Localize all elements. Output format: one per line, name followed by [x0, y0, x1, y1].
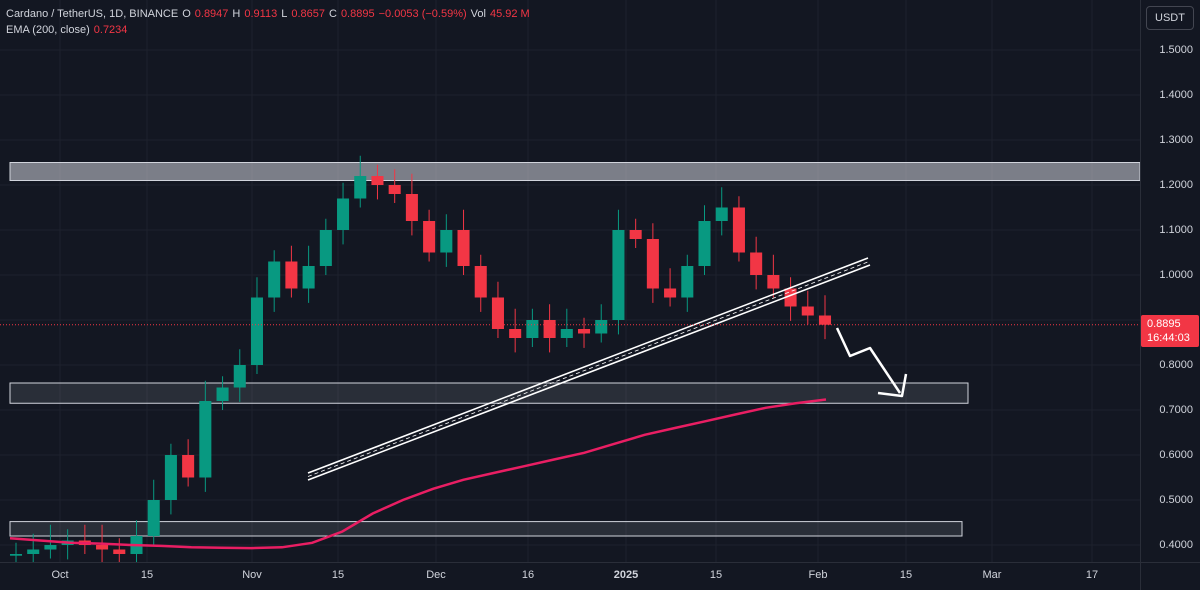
time-tick-label: 17 [1085, 569, 1099, 581]
last-price-value: 0.8895 [1147, 318, 1181, 330]
open-value: 0.8947 [194, 8, 229, 20]
candle-body [750, 252, 763, 275]
candle-body [354, 176, 367, 199]
time-tick-label: Nov [242, 569, 262, 581]
candle-body [526, 320, 539, 338]
low-label: L [281, 8, 288, 20]
candle-body [664, 288, 677, 298]
time-tick-label: Feb [808, 569, 828, 581]
symbol-title[interactable]: Cardano / TetherUS, 1D, BINANCE [6, 8, 179, 20]
time-tick-label: 15 [331, 569, 345, 581]
price-tick-label: 1.2000 [1159, 179, 1193, 191]
price-tick-label: 1.0000 [1159, 269, 1193, 281]
volume-value: 45.92 M [489, 8, 530, 20]
candle-body [319, 230, 332, 266]
candle-body [388, 185, 401, 194]
high-value: 0.9113 [244, 8, 278, 20]
candle-body [199, 401, 212, 478]
trendline-upper [307, 257, 869, 474]
candle-body [371, 176, 384, 185]
candle-body [801, 306, 814, 316]
price-chart[interactable] [0, 0, 1141, 569]
bar-countdown: 16:44:03 [1147, 332, 1190, 344]
open-label: O [182, 8, 191, 20]
price-tick-label: 0.7000 [1159, 404, 1193, 416]
time-axis[interactable]: Oct 15 Nov 15 Dec 16 2025 15 Feb 15 Mar 17 [0, 562, 1140, 590]
candle-body [543, 320, 556, 338]
candle-body [233, 365, 246, 388]
candle-body [44, 545, 57, 550]
ema-value: 0.7234 [93, 24, 128, 36]
currency-button[interactable]: USDT [1146, 6, 1194, 30]
candle-body [474, 266, 487, 298]
close-value: 0.8895 [340, 8, 375, 20]
candle-body [732, 207, 745, 253]
ema-label[interactable]: EMA (200, close) [6, 24, 90, 36]
axis-corner [1140, 562, 1200, 590]
candle-body [147, 500, 160, 536]
candle-body [491, 297, 504, 329]
time-tick-label: 2025 [613, 569, 639, 581]
time-tick-label: 15 [140, 569, 154, 581]
time-tick-label: 15 [899, 569, 913, 581]
candle-body [629, 230, 642, 239]
support-resistance-zone [9, 162, 1141, 181]
candle-body [698, 221, 711, 266]
candle-body [268, 261, 281, 298]
close-label: C [328, 8, 337, 20]
price-tick-label: 1.1000 [1159, 224, 1193, 236]
candle-body [509, 329, 522, 338]
candle-body [96, 545, 109, 550]
candle-body [285, 261, 298, 289]
price-tick-label: 0.4000 [1159, 539, 1193, 551]
low-value: 0.8657 [291, 8, 325, 20]
price-tick-label: 1.5000 [1159, 44, 1193, 56]
time-tick-label: Oct [51, 569, 69, 581]
trendline-mid [307, 261, 870, 477]
high-label: H [232, 8, 241, 20]
candle-body [612, 230, 625, 320]
candle-body [250, 297, 264, 365]
time-tick-label: Dec [426, 569, 446, 581]
trendline-lower [307, 264, 871, 481]
candle-body [216, 387, 229, 401]
candle-body [440, 230, 453, 253]
price-tick-label: 0.8000 [1159, 359, 1193, 371]
candle-body [818, 315, 832, 325]
price-tick-label: 0.5000 [1159, 494, 1193, 506]
price-tick-label: 0.6000 [1159, 449, 1193, 461]
ema-line [9, 398, 827, 550]
candle-body [681, 266, 694, 298]
candle-body [646, 239, 659, 289]
candle-body [337, 198, 350, 230]
change-value: −0.0053 (−0.59%) [378, 8, 467, 20]
time-tick-label: Mar [982, 569, 1002, 581]
candle-body [423, 221, 436, 253]
candle-body [560, 329, 573, 338]
support-resistance-zone [9, 521, 963, 537]
candle-body [595, 320, 608, 334]
time-tick-label: 15 [709, 569, 723, 581]
candle-body [113, 549, 126, 554]
price-axis[interactable]: 1.50001.40001.30001.20001.10001.00000.90… [1140, 0, 1200, 562]
candle-body [9, 554, 23, 556]
price-tick-label: 1.4000 [1159, 89, 1193, 101]
candle-body [457, 230, 470, 266]
last-price-tag: 0.8895 16:44:03 [1141, 315, 1199, 347]
volume-label: Vol [470, 8, 486, 20]
price-tick-label: 1.3000 [1159, 134, 1193, 146]
candle-body [164, 455, 177, 500]
chart-area[interactable] [0, 0, 1141, 569]
candle-body [577, 329, 591, 334]
projection-arrow-head [877, 373, 908, 398]
projection-arrow [835, 327, 902, 394]
time-tick-label: 16 [521, 569, 535, 581]
chart-legend: Cardano / TetherUS, 1D, BINANCE O 0.8947 … [6, 6, 530, 38]
candle-body [182, 455, 195, 478]
candle-body [302, 266, 315, 289]
candle-body [715, 207, 728, 221]
candle-body [27, 549, 40, 554]
candle-body [405, 194, 418, 221]
candle-body [767, 275, 780, 289]
